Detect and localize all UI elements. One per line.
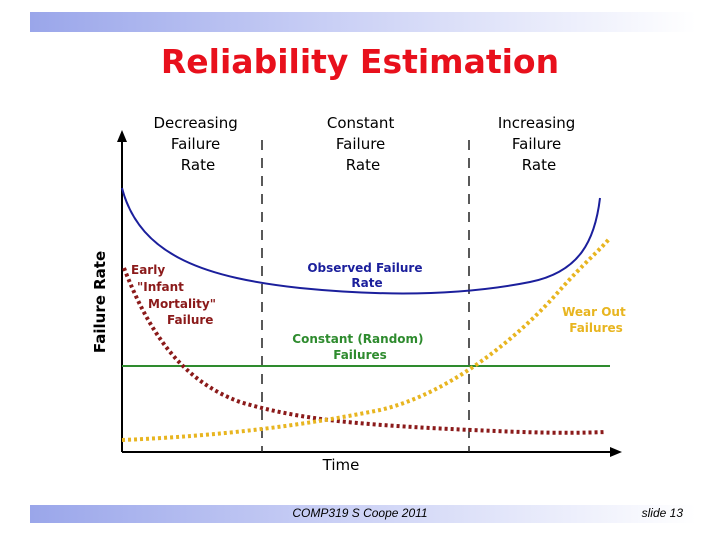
wear-out-failure-label: Wear Out Failures [562,305,630,335]
region-header-decreasing: Decreasing Failure Rate [153,114,242,174]
x-axis-label: Time [322,456,360,474]
region-header-constant: Constant Failure Rate [327,114,399,174]
region-header-increasing: Increasing Failure Rate [498,114,580,174]
constant-failure-label: Constant (Random) Failures [292,332,427,362]
x-axis-arrow [610,447,622,457]
wear-out-failure-curve [121,236,612,442]
bottom-decor-bar [30,505,696,523]
footer-course-credit: COMP319 S Coope 2011 [292,506,428,520]
top-decor-bar [30,12,696,32]
observed-failure-label: Observed Failure Rate [307,261,426,290]
y-axis-label: Failure Rate [91,251,109,353]
y-axis-arrow [117,130,127,142]
slide-title: Reliability Estimation [160,42,560,81]
early-failure-label: Early "Infant Mortality" Failure [131,263,220,327]
footer-slide-number: slide 13 [641,506,683,520]
observed-failure-rate-curve [121,187,601,295]
